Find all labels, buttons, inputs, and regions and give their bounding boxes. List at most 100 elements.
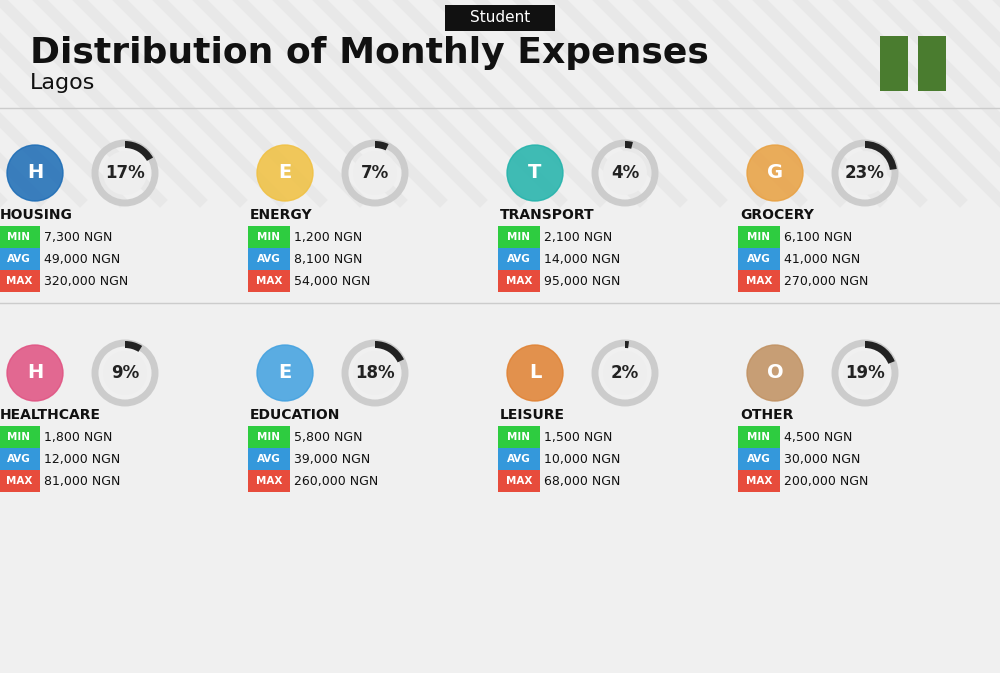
Circle shape (7, 345, 63, 401)
Text: T: T (528, 164, 542, 182)
Text: H: H (27, 363, 43, 382)
Text: 2,100 NGN: 2,100 NGN (544, 230, 612, 244)
Circle shape (747, 145, 803, 201)
FancyBboxPatch shape (738, 248, 780, 270)
Text: 54,000 NGN: 54,000 NGN (294, 275, 370, 287)
FancyBboxPatch shape (498, 226, 540, 248)
Text: G: G (767, 164, 783, 182)
Text: 8,100 NGN: 8,100 NGN (294, 252, 362, 266)
Text: 39,000 NGN: 39,000 NGN (294, 452, 370, 466)
Text: 5,800 NGN: 5,800 NGN (294, 431, 362, 444)
FancyBboxPatch shape (0, 248, 40, 270)
Wedge shape (865, 141, 897, 170)
Circle shape (603, 151, 647, 195)
Text: MAX: MAX (6, 276, 32, 286)
FancyBboxPatch shape (498, 270, 540, 292)
Text: LEISURE: LEISURE (500, 408, 565, 422)
Text: 18%: 18% (355, 364, 395, 382)
FancyBboxPatch shape (248, 470, 290, 492)
FancyBboxPatch shape (248, 226, 290, 248)
Text: Distribution of Monthly Expenses: Distribution of Monthly Expenses (30, 36, 709, 70)
Wedge shape (375, 141, 389, 150)
Text: E: E (278, 164, 292, 182)
Text: AVG: AVG (747, 254, 771, 264)
Circle shape (103, 151, 147, 195)
Text: O: O (767, 363, 783, 382)
Text: HEALTHCARE: HEALTHCARE (0, 408, 101, 422)
Text: 19%: 19% (845, 364, 885, 382)
Circle shape (353, 351, 397, 395)
Wedge shape (125, 141, 153, 161)
Text: HOUSING: HOUSING (0, 208, 73, 222)
Text: ENERGY: ENERGY (250, 208, 313, 222)
Text: 6,100 NGN: 6,100 NGN (784, 230, 852, 244)
Circle shape (507, 145, 563, 201)
Text: AVG: AVG (257, 454, 281, 464)
Circle shape (603, 351, 647, 395)
Text: 10,000 NGN: 10,000 NGN (544, 452, 620, 466)
FancyBboxPatch shape (248, 270, 290, 292)
Circle shape (353, 151, 397, 195)
Text: E: E (278, 363, 292, 382)
Text: MIN: MIN (258, 232, 280, 242)
Text: GROCERY: GROCERY (740, 208, 814, 222)
Text: AVG: AVG (7, 254, 31, 264)
Text: 1,500 NGN: 1,500 NGN (544, 431, 612, 444)
Text: 17%: 17% (105, 164, 145, 182)
Circle shape (257, 145, 313, 201)
Text: 7,300 NGN: 7,300 NGN (44, 230, 112, 244)
Text: 41,000 NGN: 41,000 NGN (784, 252, 860, 266)
FancyBboxPatch shape (738, 470, 780, 492)
Circle shape (257, 345, 313, 401)
Text: 1,800 NGN: 1,800 NGN (44, 431, 112, 444)
Text: EDUCATION: EDUCATION (250, 408, 340, 422)
Wedge shape (375, 341, 404, 362)
Text: MIN: MIN (508, 232, 530, 242)
Text: MAX: MAX (746, 276, 772, 286)
Text: L: L (529, 363, 541, 382)
Text: MAX: MAX (6, 476, 32, 486)
FancyBboxPatch shape (498, 448, 540, 470)
Text: 200,000 NGN: 200,000 NGN (784, 474, 868, 487)
FancyBboxPatch shape (738, 226, 780, 248)
FancyBboxPatch shape (0, 226, 40, 248)
Text: MAX: MAX (506, 276, 532, 286)
Text: MIN: MIN (8, 432, 30, 442)
Text: 2%: 2% (611, 364, 639, 382)
FancyBboxPatch shape (248, 426, 290, 448)
Text: 270,000 NGN: 270,000 NGN (784, 275, 868, 287)
FancyBboxPatch shape (498, 248, 540, 270)
Text: AVG: AVG (507, 454, 531, 464)
Text: TRANSPORT: TRANSPORT (500, 208, 595, 222)
Text: 4%: 4% (611, 164, 639, 182)
Text: 12,000 NGN: 12,000 NGN (44, 452, 120, 466)
FancyBboxPatch shape (0, 426, 40, 448)
Circle shape (747, 345, 803, 401)
Text: 7%: 7% (361, 164, 389, 182)
Text: MAX: MAX (256, 276, 282, 286)
Text: 68,000 NGN: 68,000 NGN (544, 474, 620, 487)
Text: 49,000 NGN: 49,000 NGN (44, 252, 120, 266)
Text: AVG: AVG (507, 254, 531, 264)
Wedge shape (865, 341, 895, 364)
Text: 81,000 NGN: 81,000 NGN (44, 474, 120, 487)
Text: 260,000 NGN: 260,000 NGN (294, 474, 378, 487)
FancyBboxPatch shape (0, 448, 40, 470)
FancyBboxPatch shape (498, 470, 540, 492)
FancyBboxPatch shape (0, 270, 40, 292)
Text: 4,500 NGN: 4,500 NGN (784, 431, 852, 444)
Text: 95,000 NGN: 95,000 NGN (544, 275, 620, 287)
FancyBboxPatch shape (248, 248, 290, 270)
Text: MIN: MIN (508, 432, 530, 442)
Text: 1,200 NGN: 1,200 NGN (294, 230, 362, 244)
Text: MIN: MIN (748, 232, 770, 242)
Text: 320,000 NGN: 320,000 NGN (44, 275, 128, 287)
Text: MAX: MAX (506, 476, 532, 486)
FancyBboxPatch shape (0, 470, 40, 492)
FancyBboxPatch shape (738, 426, 780, 448)
Text: 30,000 NGN: 30,000 NGN (784, 452, 860, 466)
FancyBboxPatch shape (498, 426, 540, 448)
FancyBboxPatch shape (445, 5, 555, 31)
FancyBboxPatch shape (880, 36, 908, 90)
Text: MIN: MIN (748, 432, 770, 442)
